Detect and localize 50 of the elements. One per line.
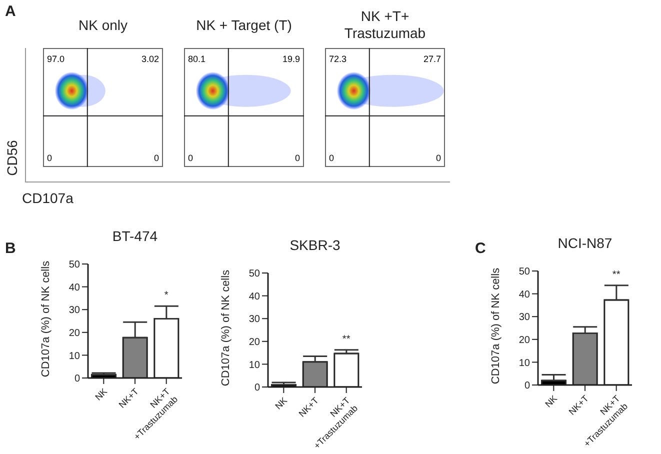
text: 0 — [188, 153, 194, 163]
y-tick-label: 20 — [68, 328, 80, 339]
chart-title: NCI-N87 — [556, 235, 614, 251]
text: 0 — [294, 153, 300, 163]
y-tick-label: 40 — [518, 289, 530, 300]
text: 97.0 — [47, 54, 65, 64]
text: 0 — [329, 153, 334, 163]
annotation: * — [164, 290, 168, 302]
y-tick-label: 40 — [68, 282, 80, 294]
y-axis-title: CD107a (%) of NK cells — [220, 268, 232, 388]
y-tick-label: 0 — [254, 382, 260, 394]
text: NK +T+ Trastuzumab — [343, 7, 427, 43]
y-tick-label: 10 — [68, 350, 80, 362]
y-tick-label: 10 — [518, 358, 530, 369]
y-tick-label: 20 — [248, 336, 260, 348]
annotation: ** — [342, 334, 350, 345]
text: A — [5, 3, 16, 20]
chart-title: SKBR-3 — [288, 237, 342, 253]
y-tick-label: 30 — [68, 305, 80, 316]
y-tick-label: 50 — [248, 268, 260, 280]
y-tick-label: 0 — [74, 374, 80, 385]
text: 27.7 — [423, 54, 441, 64]
text: C — [475, 240, 486, 257]
x-tick-label: NK — [273, 395, 290, 412]
y-axis-title: CD107a (%) of NK cells — [490, 266, 502, 386]
text: 80.1 — [188, 54, 206, 64]
text: 0 — [436, 153, 441, 163]
text: 72.3 — [329, 54, 347, 64]
text: 0 — [47, 153, 52, 163]
y-tick-label: 30 — [248, 314, 260, 326]
x-tick-label: NK — [543, 393, 560, 410]
text: 3.02 — [141, 54, 159, 64]
y-axis-title: CD107a (%) of NK cells — [40, 260, 52, 380]
chart-title: BT-474 — [111, 228, 159, 244]
text: NK + Target (T) — [195, 16, 293, 35]
y-tick-label: 30 — [518, 312, 530, 324]
y-tick-label: 50 — [518, 266, 530, 278]
text: CD107a — [22, 190, 74, 206]
y-tick-label: 20 — [518, 334, 530, 346]
text: 19.9 — [282, 54, 300, 64]
y-tick-label: 10 — [248, 360, 260, 371]
y-tick-label: 0 — [524, 380, 530, 392]
annotation: ** — [612, 269, 620, 280]
text: CD56 — [4, 139, 20, 178]
text: B — [5, 240, 16, 257]
y-tick-label: 40 — [248, 291, 260, 302]
text: NK only — [77, 16, 129, 35]
y-tick-label: 50 — [68, 260, 80, 271]
text: 0 — [154, 153, 159, 163]
x-tick-label: NK — [93, 386, 110, 402]
